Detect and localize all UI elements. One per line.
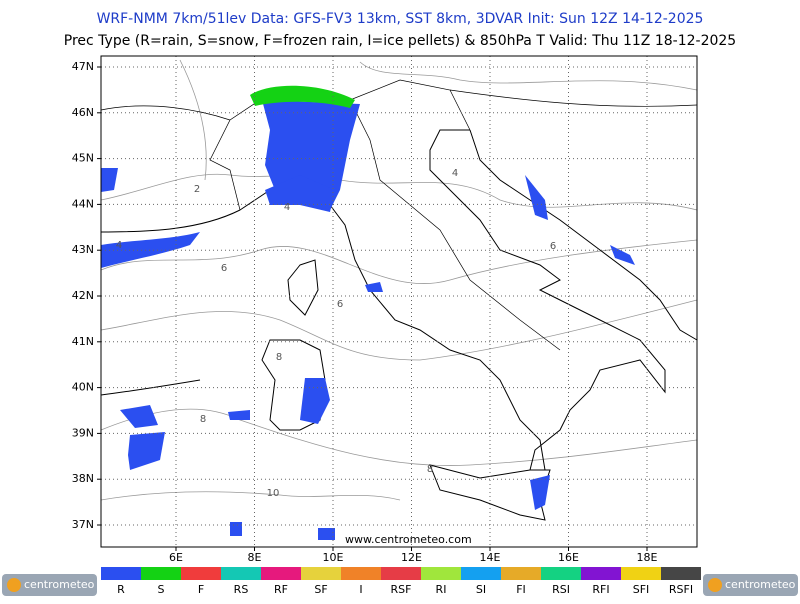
map: 2 4 4 4 6 6 6 8 8 8 10 www.centrometeo.com [97, 55, 698, 551]
contour-label: 6 [337, 299, 343, 310]
legend-swatch [101, 567, 141, 580]
legend-swatch [301, 567, 341, 580]
legend-label: RI [436, 583, 447, 596]
contour-label: 4 [284, 202, 290, 213]
lat-label: 38N [72, 472, 94, 485]
legend-label: SFI [633, 583, 650, 596]
temperature-contours [100, 59, 698, 501]
legend-swatch [341, 567, 381, 580]
lat-label: 44N [72, 197, 94, 210]
legend-label: FI [516, 583, 526, 596]
legend-label: RSF [391, 583, 412, 596]
legend-label: RFI [592, 583, 609, 596]
lat-label: 45N [72, 152, 94, 165]
lon-label: 12E [401, 551, 422, 564]
legend-swatch [421, 567, 461, 580]
lon-label: 8E [248, 551, 262, 564]
legend-label: RSI [552, 583, 570, 596]
lat-label: 43N [72, 243, 94, 256]
legend-swatch [661, 567, 701, 580]
lon-label: 18E [637, 551, 658, 564]
legend-label: SF [314, 583, 327, 596]
legend-swatch [541, 567, 581, 580]
contour-label: 8 [427, 464, 433, 475]
legend-swatch [461, 567, 501, 580]
contour-label: 10 [267, 488, 280, 499]
contour-label: 4 [452, 168, 458, 179]
legend-label: RS [234, 583, 249, 596]
watermark: www.centrometeo.com [345, 533, 472, 546]
lon-label: 10E [323, 551, 344, 564]
contour-label: 4 [116, 240, 122, 251]
legend-swatch [501, 567, 541, 580]
contour-labels: 2 4 4 4 6 6 6 8 8 8 10 [116, 168, 556, 499]
lon-label: 16E [558, 551, 579, 564]
logo-left: centrometeo [2, 574, 97, 596]
subtitle: Prec Type (R=rain, S=snow, F=frozen rain… [64, 33, 736, 49]
legend-swatch [581, 567, 621, 580]
legend-label: F [198, 583, 204, 596]
contour-label: 8 [200, 414, 206, 425]
lat-label: 40N [72, 381, 94, 394]
legend: R S F RS RF SF I RSF RI SI FI RSI RFI SFI RSFI [101, 567, 701, 596]
precipitation [101, 85, 635, 540]
lat-label: 39N [72, 426, 94, 439]
legend-swatch [621, 567, 661, 580]
lat-label: 42N [72, 289, 94, 302]
graticule [97, 56, 697, 551]
lat-label: 46N [72, 106, 94, 119]
legend-label: S [158, 583, 165, 596]
legend-label: RF [274, 583, 288, 596]
legend-label: R [117, 583, 125, 596]
contour-label: 6 [221, 263, 227, 274]
logo-text: centrometeo [24, 578, 95, 591]
title: WRF-NMM 7km/51lev Data: GFS-FV3 13km, SS… [97, 11, 704, 27]
logo-text: centrometeo [725, 578, 796, 591]
legend-label: SI [476, 583, 486, 596]
lat-label: 41N [72, 335, 94, 348]
legend-swatch [261, 567, 301, 580]
legend-swatch [381, 567, 421, 580]
lat-label: 37N [72, 518, 94, 531]
contour-label: 6 [550, 241, 556, 252]
legend-swatch [141, 567, 181, 580]
lon-label: 14E [480, 551, 501, 564]
legend-label: I [359, 583, 362, 596]
legend-label: RSFI [669, 583, 693, 596]
contour-label: 8 [276, 352, 282, 363]
contour-label: 2 [194, 184, 200, 195]
logo-right: centrometeo [703, 574, 798, 596]
lat-label: 47N [72, 60, 94, 73]
legend-swatch [181, 567, 221, 580]
lon-label: 6E [169, 551, 183, 564]
legend-swatch [221, 567, 261, 580]
